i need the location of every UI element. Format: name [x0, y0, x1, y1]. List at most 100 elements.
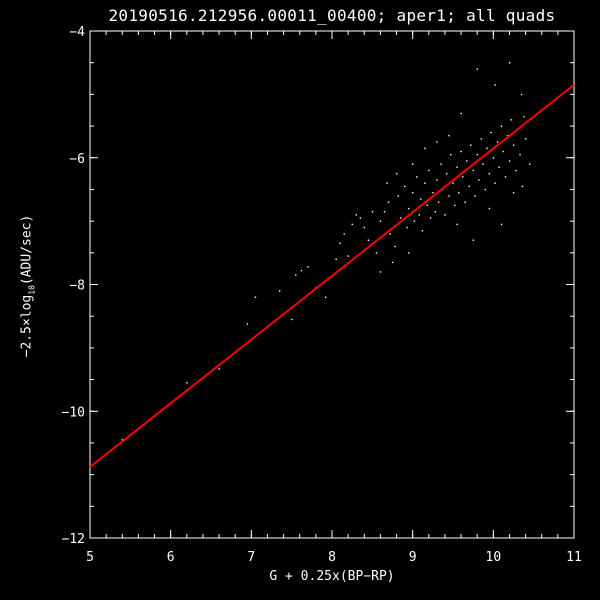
data-point: [500, 125, 503, 127]
data-point: [347, 255, 349, 257]
data-point: [121, 439, 124, 441]
x-tick-label: 9: [409, 550, 417, 565]
data-point: [437, 201, 440, 203]
data-point: [466, 160, 468, 162]
x-tick-label: 10: [486, 550, 502, 565]
y-tick-label: −8: [69, 279, 85, 294]
data-point: [359, 217, 362, 219]
data-point: [413, 220, 416, 222]
data-point: [504, 176, 507, 178]
data-point: [383, 211, 386, 213]
data-point: [478, 179, 480, 181]
data-point: [482, 163, 484, 165]
data-point: [515, 169, 517, 172]
y-tick-label: −6: [69, 152, 85, 167]
data-point: [412, 192, 414, 194]
data-point: [379, 220, 382, 222]
data-point: [406, 226, 408, 229]
data-point: [474, 195, 476, 197]
data-point: [428, 169, 430, 172]
data-point: [424, 147, 426, 150]
data-point: [421, 230, 424, 232]
data-point: [460, 150, 462, 153]
data-point: [521, 185, 524, 188]
data-point: [355, 214, 357, 216]
data-point: [488, 207, 491, 210]
data-point: [278, 290, 281, 292]
data-point: [445, 172, 448, 175]
data-point: [389, 233, 391, 235]
data-point: [508, 62, 511, 64]
y-tick-label: −12: [62, 532, 85, 547]
data-point: [476, 153, 478, 156]
chart-title: 20190516.212956.00011_00400; aper1; all …: [108, 6, 556, 25]
data-point: [351, 223, 353, 226]
data-point: [454, 204, 456, 207]
data-point: [458, 192, 460, 194]
data-point: [512, 192, 515, 194]
data-point: [444, 214, 446, 216]
data-point: [490, 131, 492, 134]
data-point: [464, 201, 466, 203]
data-point: [472, 169, 474, 172]
data-point: [324, 296, 327, 298]
data-point: [404, 185, 406, 188]
data-point: [456, 166, 458, 169]
plot-frame: [89, 30, 575, 539]
data-point: [496, 141, 499, 143]
data-point: [424, 182, 426, 184]
data-point: [452, 182, 454, 184]
data-point: [510, 119, 512, 121]
data-point: [295, 274, 297, 276]
data-point: [494, 182, 496, 184]
data-point: [476, 68, 478, 70]
data-point: [426, 204, 428, 207]
data-point: [418, 214, 420, 216]
x-tick-label: 8: [328, 550, 336, 565]
data-point: [484, 188, 487, 191]
data-point: [432, 192, 434, 194]
x-tick-label: 11: [566, 550, 582, 565]
data-point: [529, 163, 531, 165]
data-point: [387, 201, 390, 203]
data-point: [508, 160, 511, 162]
data-point: [448, 134, 450, 137]
data-point: [335, 258, 337, 260]
data-point: [486, 147, 488, 150]
data-point: [254, 296, 257, 298]
data-point: [408, 252, 410, 254]
y-tick-label: −10: [62, 405, 85, 420]
data-point: [434, 211, 437, 213]
data-point: [412, 163, 414, 165]
data-point: [379, 271, 382, 273]
x-axis-label: G + 0.25x(BP−RP): [269, 569, 395, 584]
data-point: [523, 115, 525, 118]
data-point: [507, 134, 509, 137]
data-point: [456, 223, 458, 226]
data-point: [502, 150, 504, 153]
data-point: [494, 84, 496, 86]
data-point: [186, 382, 188, 384]
x-tick-label: 6: [167, 550, 175, 565]
data-point: [519, 153, 521, 156]
data-point: [468, 185, 470, 188]
data-point: [375, 252, 378, 254]
data-point: [472, 239, 474, 241]
data-point: [416, 176, 418, 178]
data-point: [391, 261, 394, 264]
data-point: [399, 217, 402, 219]
data-point: [394, 245, 396, 248]
data-point: [291, 318, 293, 321]
data-point: [440, 163, 442, 165]
data-point: [307, 266, 309, 268]
data-point: [339, 242, 341, 245]
data-point: [512, 144, 515, 146]
data-point: [488, 172, 491, 175]
x-tick-label: 5: [86, 550, 94, 565]
data-point: [500, 223, 503, 226]
y-tick-label: −4: [69, 25, 85, 40]
data-point: [343, 233, 345, 235]
data-point: [218, 368, 220, 370]
